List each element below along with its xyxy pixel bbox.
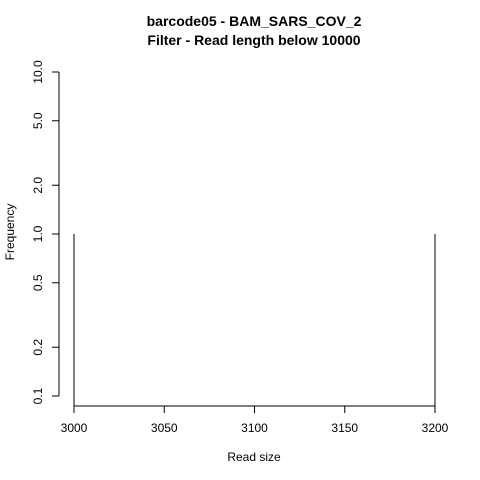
y-tick-label: 5.0 bbox=[31, 112, 45, 129]
x-tick-label: 3050 bbox=[151, 421, 178, 435]
x-tick-label: 3000 bbox=[61, 421, 88, 435]
x-tick-label: 3100 bbox=[241, 421, 268, 435]
y-tick-label: 0.5 bbox=[31, 274, 45, 291]
y-tick-label: 1.0 bbox=[31, 225, 45, 242]
y-tick-label: 0.1 bbox=[31, 387, 45, 404]
chart-title: barcode05 - BAM_SARS_COV_2 bbox=[147, 13, 362, 29]
y-axis-label: Frequency bbox=[3, 204, 17, 261]
chart-subtitle: Filter - Read length below 10000 bbox=[147, 32, 360, 48]
y-ticks-group: 0.1 0.2 0.5 1.0 2.0 5.0 10.0 bbox=[31, 60, 59, 404]
x-axis-label: Read size bbox=[227, 450, 281, 464]
x-tick-label: 3200 bbox=[422, 421, 449, 435]
y-tick-label: 10.0 bbox=[31, 60, 45, 84]
y-tick-label: 0.2 bbox=[31, 339, 45, 356]
y-tick-label: 2.0 bbox=[31, 177, 45, 194]
x-tick-label: 3150 bbox=[331, 421, 358, 435]
bars-group bbox=[73, 234, 436, 406]
x-ticks-group: 3000 3050 3100 3150 3200 bbox=[61, 406, 449, 435]
